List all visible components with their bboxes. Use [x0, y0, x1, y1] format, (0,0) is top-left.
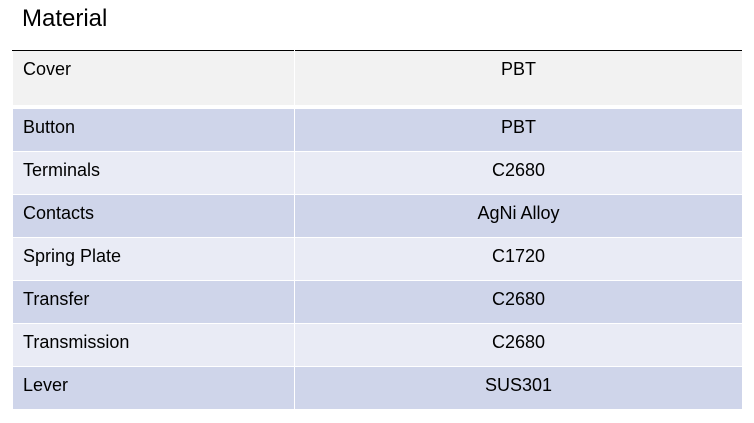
- material-cell: C2680: [294, 323, 743, 367]
- page-title: Material: [22, 5, 108, 32]
- material-cell: C2680: [294, 280, 743, 324]
- table-row: Transmission C2680: [12, 323, 743, 367]
- table-row: Contacts AgNi Alloy: [12, 194, 743, 238]
- material-cell: SUS301: [294, 366, 743, 410]
- table-row: Terminals C2680: [12, 151, 743, 195]
- part-cell: Transmission: [12, 323, 295, 367]
- part-cell: Contacts: [12, 194, 295, 238]
- part-cell: Terminals: [12, 151, 295, 195]
- part-cell: Transfer: [12, 280, 295, 324]
- material-cell: PBT: [294, 106, 743, 152]
- part-cell: Spring Plate: [12, 237, 295, 281]
- material-table: Cover PBT Button PBT Terminals C2680 Contac…: [12, 50, 743, 410]
- material-cell: AgNi Alloy: [294, 194, 743, 238]
- table-row: Spring Plate C1720: [12, 237, 743, 281]
- material-cell: C1720: [294, 237, 743, 281]
- part-cell: Cover: [12, 50, 295, 109]
- part-cell: Lever: [12, 366, 295, 410]
- table-row: Transfer C2680: [12, 280, 743, 324]
- table-row: Button PBT: [12, 106, 743, 152]
- table-row: Cover PBT: [12, 50, 743, 109]
- part-cell: Button: [12, 106, 295, 152]
- material-cell: C2680: [294, 151, 743, 195]
- table-row: Lever SUS301: [12, 366, 743, 410]
- material-cell: PBT: [294, 50, 743, 109]
